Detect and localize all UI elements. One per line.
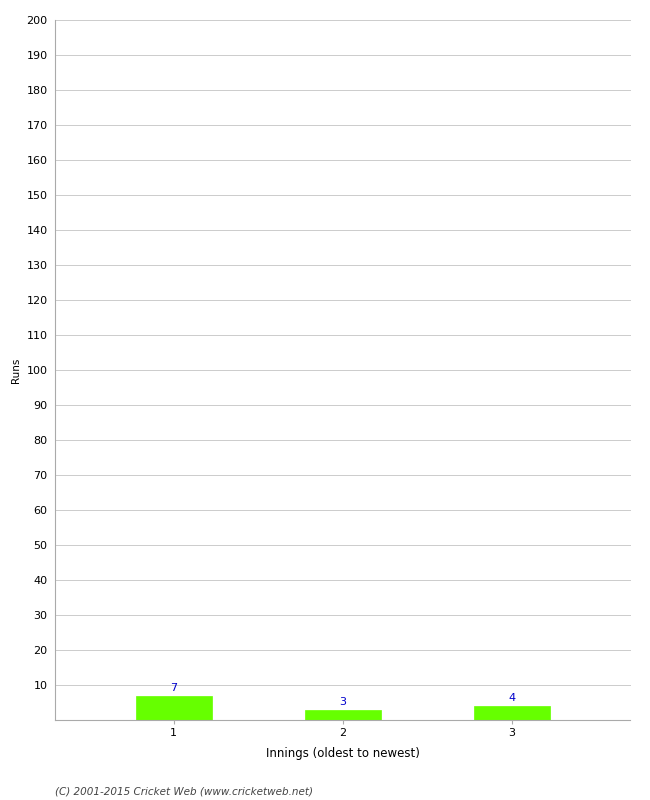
Text: 3: 3 [339, 697, 346, 706]
Bar [305, 710, 381, 720]
Bar [474, 706, 550, 720]
X-axis label: Innings (oldest to newest): Innings (oldest to newest) [266, 746, 420, 760]
Text: 7: 7 [170, 682, 177, 693]
Bar [136, 695, 212, 720]
Y-axis label: Runs: Runs [11, 358, 21, 382]
Text: (C) 2001-2015 Cricket Web (www.cricketweb.net): (C) 2001-2015 Cricket Web (www.cricketwe… [55, 786, 313, 796]
Text: 4: 4 [508, 693, 515, 703]
